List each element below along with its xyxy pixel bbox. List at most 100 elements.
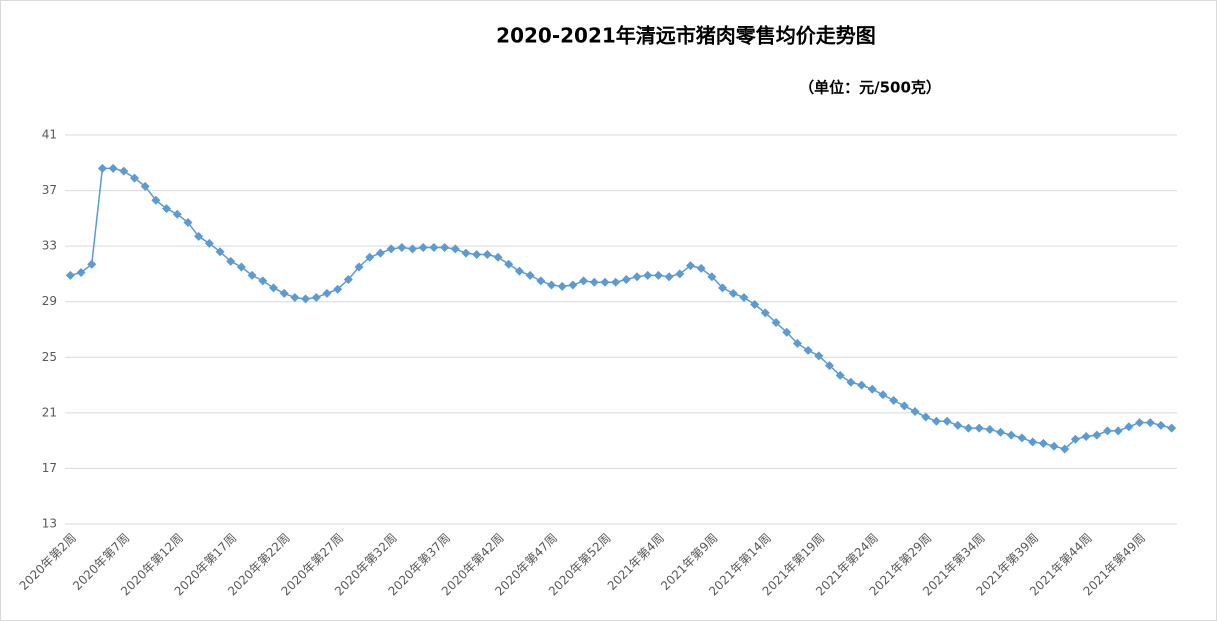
data-point xyxy=(97,163,107,173)
y-tick-label: 33 xyxy=(42,239,57,253)
data-point xyxy=(461,248,471,258)
data-point xyxy=(1038,438,1048,448)
data-point xyxy=(728,288,738,298)
data-point xyxy=(1124,422,1134,432)
data-point xyxy=(236,262,246,272)
data-point xyxy=(611,277,621,287)
data-point xyxy=(568,280,578,290)
data-point xyxy=(204,238,214,248)
data-point xyxy=(140,181,150,191)
data-point xyxy=(921,412,931,422)
data-point xyxy=(108,163,118,173)
chart-subtitle: （单位：元/500克） xyxy=(799,79,941,97)
data-point xyxy=(1081,431,1091,441)
y-tick-label: 13 xyxy=(42,517,57,531)
data-point xyxy=(514,266,524,276)
data-point xyxy=(269,283,278,293)
data-point xyxy=(215,247,225,257)
data-point xyxy=(493,252,503,262)
data-point xyxy=(408,244,417,254)
data-point xyxy=(482,249,492,259)
data-point xyxy=(718,283,728,293)
data-point xyxy=(472,249,482,259)
data-point xyxy=(279,288,289,298)
data-point xyxy=(247,270,257,280)
data-point xyxy=(643,270,653,280)
data-point xyxy=(600,277,610,287)
data-point xyxy=(985,425,995,435)
data-point xyxy=(739,293,749,303)
data-point xyxy=(290,293,300,303)
data-point xyxy=(536,276,546,286)
y-tick-label: 37 xyxy=(42,183,57,197)
data-point xyxy=(557,281,567,291)
data-point xyxy=(782,327,792,337)
data-point xyxy=(1103,426,1112,436)
data-point xyxy=(525,270,535,280)
data-point xyxy=(1167,423,1177,433)
data-point xyxy=(675,269,685,279)
data-point xyxy=(942,416,952,426)
y-tick-label: 21 xyxy=(42,405,57,419)
data-point xyxy=(857,380,867,390)
data-point xyxy=(996,427,1006,437)
data-point xyxy=(696,263,706,273)
data-point xyxy=(931,416,941,426)
data-point xyxy=(226,256,236,266)
data-point xyxy=(1070,434,1080,444)
data-point xyxy=(974,423,984,433)
data-point xyxy=(258,276,268,286)
data-point xyxy=(87,259,97,269)
y-tick-label: 41 xyxy=(42,128,57,142)
data-point xyxy=(375,248,385,258)
data-point xyxy=(707,272,717,282)
data-point xyxy=(1006,430,1016,440)
data-point xyxy=(547,280,556,290)
data-point xyxy=(825,361,834,371)
data-point xyxy=(172,209,182,219)
chart-title: 2020-2021年清远市猪肉零售均价走势图 xyxy=(496,24,876,48)
data-point xyxy=(194,231,204,241)
data-point xyxy=(899,401,909,411)
data-point xyxy=(311,293,321,303)
data-point xyxy=(846,377,856,387)
data-point xyxy=(162,204,172,214)
data-point xyxy=(76,268,86,278)
data-point xyxy=(343,274,353,284)
y-tick-label: 29 xyxy=(42,294,57,308)
data-point xyxy=(301,294,311,304)
data-point xyxy=(621,274,631,284)
data-point xyxy=(1060,444,1070,454)
data-point xyxy=(386,244,396,254)
data-point xyxy=(119,166,129,176)
data-point xyxy=(1145,418,1155,428)
data-point xyxy=(760,308,770,318)
y-tick-label: 17 xyxy=(42,461,57,475)
data-point xyxy=(130,173,139,183)
data-point xyxy=(792,338,802,348)
data-point xyxy=(65,270,75,280)
data-point xyxy=(354,262,364,272)
data-point xyxy=(814,351,824,361)
data-point xyxy=(632,272,642,282)
data-point xyxy=(1049,441,1059,451)
data-point xyxy=(504,259,514,269)
data-point xyxy=(183,218,193,228)
data-point xyxy=(333,284,343,294)
data-point xyxy=(1092,430,1102,440)
data-point xyxy=(1113,426,1123,436)
data-point xyxy=(750,299,760,309)
data-point xyxy=(653,270,663,280)
data-point xyxy=(835,370,845,380)
data-point xyxy=(1156,420,1166,430)
data-point xyxy=(322,288,332,298)
data-point xyxy=(664,272,674,282)
data-point xyxy=(910,406,920,416)
data-point xyxy=(429,243,439,253)
data-point xyxy=(579,276,589,286)
data-point xyxy=(889,395,899,405)
data-point xyxy=(953,420,963,430)
data-point xyxy=(589,277,599,287)
